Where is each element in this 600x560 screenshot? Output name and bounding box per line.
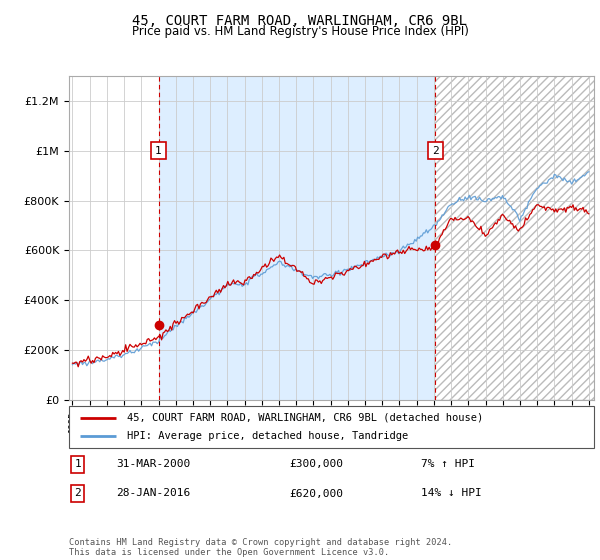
- Text: 45, COURT FARM ROAD, WARLINGHAM, CR6 9BL (detached house): 45, COURT FARM ROAD, WARLINGHAM, CR6 9BL…: [127, 413, 483, 423]
- Bar: [435, 76, 598, 400]
- Text: 14% ↓ HPI: 14% ↓ HPI: [421, 488, 482, 498]
- Text: 2: 2: [432, 146, 439, 156]
- Text: Price paid vs. HM Land Registry's House Price Index (HPI): Price paid vs. HM Land Registry's House …: [131, 25, 469, 38]
- Text: 1: 1: [74, 459, 81, 469]
- Bar: [158, 76, 435, 400]
- Text: 2: 2: [74, 488, 81, 498]
- Text: 45, COURT FARM ROAD, WARLINGHAM, CR6 9BL: 45, COURT FARM ROAD, WARLINGHAM, CR6 9BL: [133, 14, 467, 28]
- Text: 31-MAR-2000: 31-MAR-2000: [116, 459, 191, 469]
- FancyBboxPatch shape: [69, 406, 594, 448]
- Text: 1: 1: [155, 146, 162, 156]
- Text: 28-JAN-2016: 28-JAN-2016: [116, 488, 191, 498]
- Text: HPI: Average price, detached house, Tandridge: HPI: Average price, detached house, Tand…: [127, 431, 408, 441]
- Text: 7% ↑ HPI: 7% ↑ HPI: [421, 459, 475, 469]
- Text: £620,000: £620,000: [290, 488, 343, 498]
- Text: £300,000: £300,000: [290, 459, 343, 469]
- Text: Contains HM Land Registry data © Crown copyright and database right 2024.
This d: Contains HM Land Registry data © Crown c…: [69, 538, 452, 557]
